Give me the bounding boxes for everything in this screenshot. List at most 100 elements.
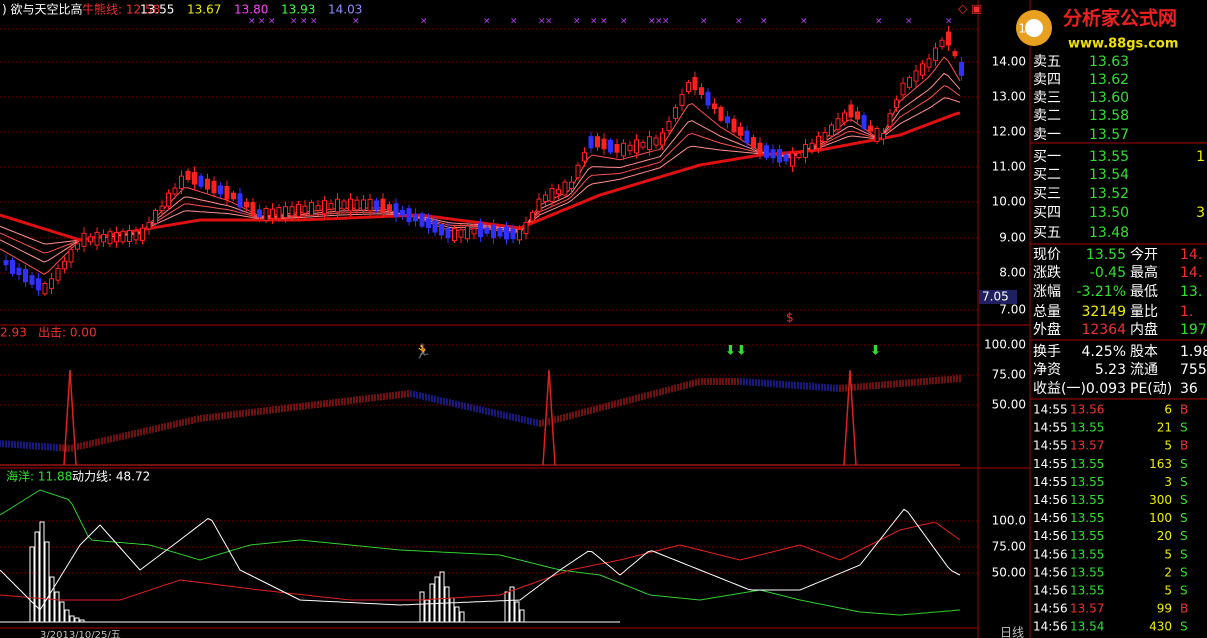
signal-label: 出击: 0.00 bbox=[38, 326, 97, 340]
candle-body bbox=[81, 232, 87, 247]
signal-mark: × bbox=[310, 17, 318, 27]
candle-body bbox=[829, 124, 834, 137]
trade-time: 14:56 bbox=[1033, 584, 1068, 598]
indicator-value: 13.80 bbox=[234, 3, 268, 17]
oscillator-line bbox=[0, 508, 961, 611]
book-label: 卖一 bbox=[1033, 127, 1061, 143]
candle-body bbox=[601, 138, 607, 150]
book-label: 买一 bbox=[1033, 149, 1061, 165]
book-label: 卖二 bbox=[1033, 108, 1061, 124]
candle-body bbox=[419, 213, 425, 227]
book-label: 卖三 bbox=[1033, 90, 1061, 106]
signal-mark: × bbox=[800, 17, 808, 27]
signal-value: 2.93 bbox=[0, 326, 27, 340]
candle-body bbox=[582, 152, 587, 162]
trade-side: S bbox=[1180, 584, 1188, 598]
signal-mark: × bbox=[648, 17, 656, 27]
logo-name: 分析家公式网 bbox=[1063, 7, 1177, 30]
stat-label: 总量 bbox=[1033, 304, 1061, 320]
trade-volume: 5 bbox=[1164, 584, 1172, 598]
candle-body bbox=[192, 172, 197, 185]
candle-body bbox=[224, 186, 230, 200]
candle-body bbox=[731, 118, 737, 133]
signal-mark: × bbox=[352, 17, 360, 27]
book-price: 13.62 bbox=[1089, 72, 1129, 88]
candle-body bbox=[10, 260, 15, 274]
book-price: 13.54 bbox=[1089, 167, 1129, 183]
footer-period: 日线 bbox=[1000, 626, 1024, 638]
trade-volume: 430 bbox=[1149, 620, 1172, 634]
signal-mark: × bbox=[573, 17, 581, 27]
candle-body bbox=[146, 221, 152, 230]
candle-body bbox=[595, 136, 600, 148]
candle-body bbox=[88, 236, 93, 243]
stat-value: 32149 bbox=[1081, 304, 1126, 320]
signal-icon: ⬇⬇ bbox=[725, 344, 747, 359]
trade-price: 13.55 bbox=[1070, 511, 1104, 525]
signal-mark: × bbox=[248, 17, 256, 27]
book-label: 卖五 bbox=[1033, 54, 1061, 70]
candle-body bbox=[809, 142, 815, 151]
plots: × × × × × × × × × × × × × × × × × × × × × × × × × ×🏃 ⬇⬇ ⬇ bbox=[0, 17, 978, 623]
trade-time: 14:56 bbox=[1033, 511, 1068, 525]
candle-body bbox=[959, 61, 964, 76]
candle-body bbox=[172, 187, 178, 195]
candle-body bbox=[536, 198, 542, 212]
candle-body bbox=[855, 111, 860, 120]
candle-body bbox=[276, 206, 282, 219]
signal-spike bbox=[63, 369, 77, 466]
axis-label: 100.0 bbox=[992, 514, 1026, 528]
trade-side: S bbox=[1180, 620, 1188, 634]
candle-body bbox=[75, 243, 80, 250]
candle-body bbox=[198, 175, 204, 187]
trade-volume: 300 bbox=[1149, 493, 1172, 507]
oscillator-line bbox=[0, 489, 961, 616]
candle-body bbox=[725, 116, 730, 124]
candle-body bbox=[523, 221, 529, 235]
candle-body bbox=[796, 152, 802, 159]
candle-body bbox=[432, 220, 438, 233]
trade-time: 14:56 bbox=[1033, 602, 1068, 616]
candle-body bbox=[939, 39, 945, 47]
candle-body bbox=[530, 211, 535, 222]
candle-body bbox=[23, 269, 28, 283]
candle-body bbox=[445, 227, 451, 239]
candle-body bbox=[185, 170, 191, 181]
axis-label: 12.00 bbox=[992, 125, 1026, 139]
candle-body bbox=[68, 248, 74, 263]
trade-price: 13.55 bbox=[1070, 421, 1104, 435]
trade-price: 13.57 bbox=[1070, 439, 1104, 453]
trade-volume: 20 bbox=[1157, 529, 1172, 543]
axis-label: 7.00 bbox=[999, 303, 1026, 317]
toolbar-icon[interactable]: ◇ ▣ bbox=[958, 2, 982, 16]
candle-body bbox=[517, 228, 522, 241]
trade-side: B bbox=[1180, 403, 1188, 417]
axis-label: 9.00 bbox=[999, 231, 1026, 245]
signal-mark: × bbox=[483, 17, 491, 27]
candle-body bbox=[627, 144, 633, 152]
candle-body bbox=[309, 201, 314, 216]
trade-time: 14:55 bbox=[1033, 421, 1068, 435]
stat-value: -0.45 bbox=[1090, 265, 1126, 281]
candle-body bbox=[458, 229, 464, 238]
candle-body bbox=[816, 135, 821, 149]
candle-body bbox=[250, 202, 256, 216]
candle-body bbox=[712, 103, 717, 109]
trade-price: 13.55 bbox=[1070, 547, 1104, 561]
book-label: 卖四 bbox=[1033, 72, 1061, 88]
stat-value: -3.21% bbox=[1076, 284, 1126, 300]
logo: 分析家公式网 www.88gs.com bbox=[1016, 7, 1178, 52]
candle-body bbox=[400, 210, 405, 216]
candle-body bbox=[244, 201, 249, 208]
axis-label: 10.00 bbox=[992, 195, 1026, 209]
stat-value: 36 bbox=[1180, 381, 1198, 397]
stat-value: 12364 bbox=[1081, 322, 1126, 338]
stat-label: 今开 bbox=[1130, 247, 1158, 263]
candle-body bbox=[237, 193, 243, 208]
candle-body bbox=[361, 199, 366, 211]
trade-price: 13.55 bbox=[1070, 457, 1104, 471]
stat-label: 内盘 bbox=[1130, 321, 1158, 338]
indicator-value: 14.03 bbox=[328, 3, 362, 17]
candle-body bbox=[562, 181, 568, 196]
candle-body bbox=[660, 132, 665, 146]
